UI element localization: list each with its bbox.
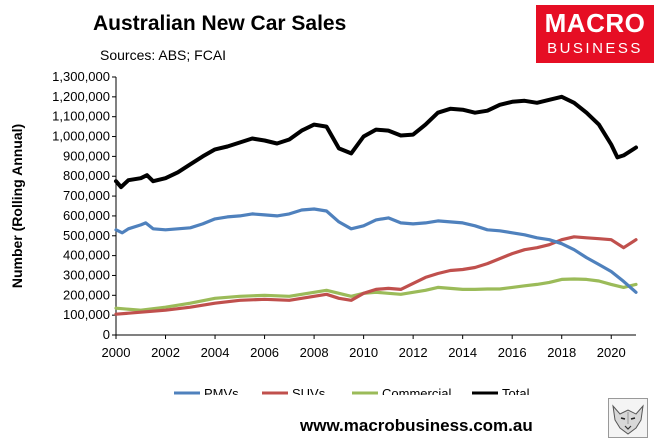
logo-line-2: BUSINESS [547, 40, 643, 57]
y-tick-label: 1,200,000 [52, 89, 110, 104]
y-tick-label: 1,100,000 [52, 109, 110, 124]
legend-label-total: Total [502, 386, 530, 395]
x-tick-label: 2012 [399, 345, 428, 360]
y-tick-label: 700,000 [63, 188, 110, 203]
y-tick-label: 0 [103, 327, 110, 342]
series-line-commercial [114, 277, 638, 312]
x-tick-label: 2002 [151, 345, 180, 360]
y-tick-label: 1,000,000 [52, 129, 110, 144]
y-tick-label: 200,000 [63, 287, 110, 302]
y-tick-label: 400,000 [63, 248, 110, 263]
x-tick-label: 2006 [250, 345, 279, 360]
x-tick-label: 2000 [102, 345, 131, 360]
y-tick-label: 1,300,000 [52, 69, 110, 84]
line-chart: 0 100,000 200,000 300,000 400,000 500,000 600,… [9, 69, 638, 395]
x-tick-label: 2014 [448, 345, 477, 360]
chart-series [114, 94, 638, 316]
series-line-total [114, 94, 638, 190]
logo-line-1: MACRO [544, 8, 646, 38]
y-tick-label: 800,000 [63, 168, 110, 183]
x-tick-label: 2004 [201, 345, 230, 360]
chart-title: Australian New Car Sales [93, 12, 347, 35]
footer-url[interactable]: www.macrobusiness.com.au [300, 416, 533, 435]
series-line-pmvs [114, 207, 638, 294]
macrobusiness-logo: MACRO BUSINESS [536, 5, 654, 63]
x-tick-label: 2008 [300, 345, 329, 360]
y-tick-label: 500,000 [63, 228, 110, 243]
x-tick-label: 2010 [349, 345, 378, 360]
legend-label-pmvs: PMVs [204, 386, 239, 395]
x-tick-label: 2018 [547, 345, 576, 360]
legend-label-commercial: Commercial [382, 386, 451, 395]
chart-legend: PMVs SUVs Commercial Total [174, 386, 530, 395]
y-tick-label: 600,000 [63, 208, 110, 223]
y-tick-label: 300,000 [63, 267, 110, 282]
y-tick-label: 100,000 [63, 307, 110, 322]
series-line-suvs [114, 235, 638, 316]
chart-axes: 0 100,000 200,000 300,000 400,000 500,000 600,… [9, 69, 636, 360]
y-axis-title: Number (Rolling Annual) [9, 124, 25, 288]
legend-label-suvs: SUVs [292, 386, 326, 395]
wolf-logo-icon [608, 398, 648, 438]
x-tick-label: 2020 [597, 345, 626, 360]
chart-sources: Sources: ABS; FCAI [100, 47, 227, 63]
y-tick-label: 900,000 [63, 148, 110, 163]
x-tick-label: 2016 [498, 345, 527, 360]
